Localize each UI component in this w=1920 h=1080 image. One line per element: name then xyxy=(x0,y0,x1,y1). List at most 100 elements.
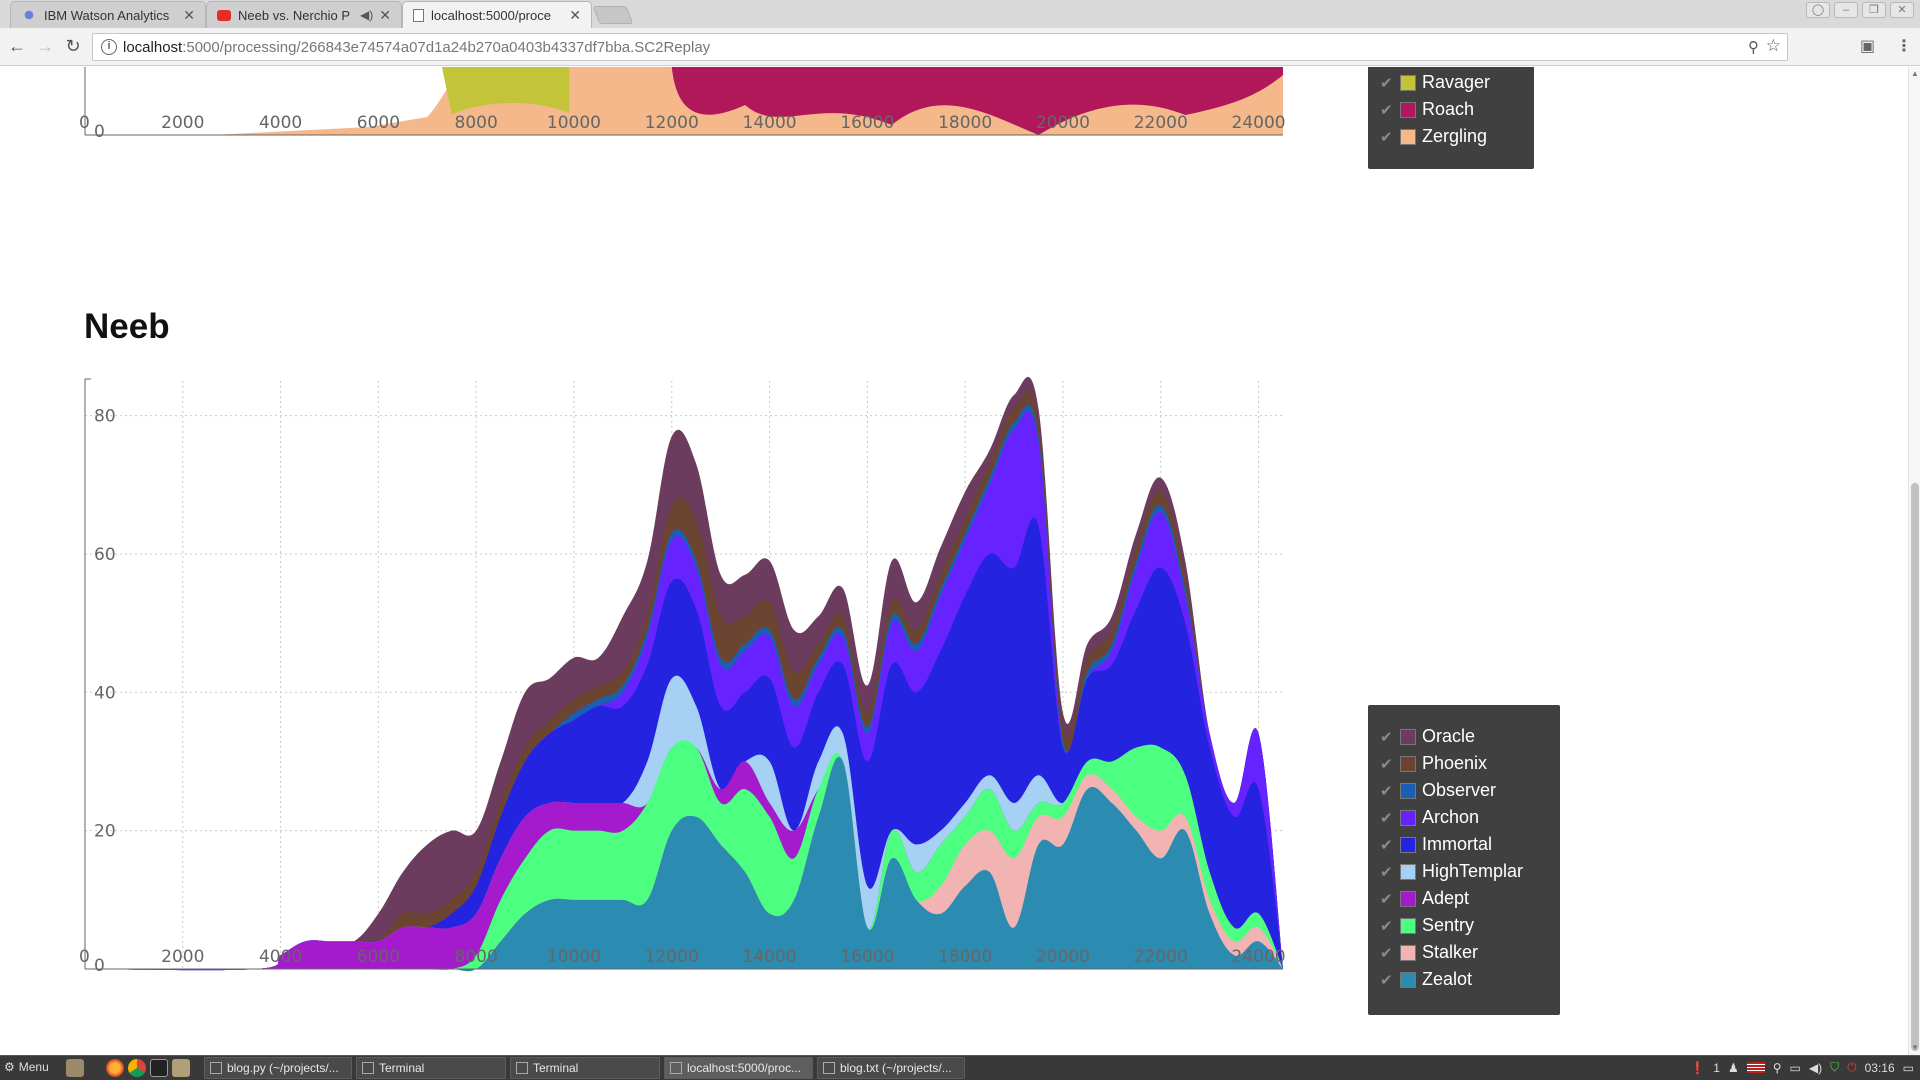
notification-icon[interactable]: ❗ xyxy=(1690,1060,1706,1075)
vertical-scrollbar[interactable]: ▲ ▼ xyxy=(1908,67,1920,1055)
address-bar[interactable]: i localhost:5000/processing/266843e74574… xyxy=(92,33,1788,61)
chrome-menu-icon[interactable]: ⋮ xyxy=(1896,38,1912,55)
x-tick-label: 20000 xyxy=(1036,113,1090,133)
check-icon: ✔ xyxy=(1380,836,1393,854)
close-icon[interactable]: ✕ xyxy=(569,6,581,23)
network-icon[interactable]: ⚲ xyxy=(1772,1060,1782,1075)
firefox-icon[interactable] xyxy=(106,1059,124,1077)
legend-item-zergling[interactable]: ✔ Zergling xyxy=(1380,123,1524,150)
profile-icon[interactable]: ◯ xyxy=(1806,2,1830,18)
check-icon: ✔ xyxy=(1380,101,1393,119)
user-icon[interactable]: ♟ xyxy=(1727,1060,1739,1075)
folder-icon[interactable] xyxy=(172,1059,190,1077)
x-tick-label: 12000 xyxy=(645,947,699,967)
legend-swatch xyxy=(1400,74,1416,91)
window-icon xyxy=(823,1062,835,1074)
task-label: Terminal xyxy=(533,1061,579,1075)
tab-localhost[interactable]: localhost:5000/proce ✕ xyxy=(402,1,592,28)
close-window-button[interactable]: ✕ xyxy=(1890,2,1914,18)
taskbar-task[interactable]: Terminal xyxy=(510,1057,660,1079)
legend-item-ravager[interactable]: ✔ Ravager xyxy=(1380,69,1524,96)
area-ravager[interactable] xyxy=(441,67,570,115)
task-label: Terminal xyxy=(379,1061,425,1075)
check-icon: ✔ xyxy=(1380,128,1393,146)
speaker-icon[interactable]: ◀) xyxy=(360,8,374,22)
tab-youtube[interactable]: Neeb vs. Nerchio P ◀) ✕ xyxy=(206,1,402,28)
legend-label: Ravager xyxy=(1422,72,1491,92)
x-tick-label: 4000 xyxy=(259,113,302,133)
x-tick-label: 12000 xyxy=(645,113,699,133)
new-tab-button[interactable] xyxy=(592,6,634,24)
y-tick-label: 60 xyxy=(94,545,116,565)
tab-ibm-watson[interactable]: IBM Watson Analytics ✕ xyxy=(10,1,206,28)
x-tick-label: 24000 xyxy=(1232,947,1286,967)
files-launcher-icon[interactable] xyxy=(66,1059,84,1077)
top-chart: 0 2000 4000 6000 8000 10000 12000 14000 16000 180… xyxy=(80,67,1286,142)
x-tick-label: 4000 xyxy=(259,947,302,967)
taskbar-task[interactable]: localhost:5000/proc... xyxy=(664,1057,813,1079)
show-desktop-icon[interactable]: ▭ xyxy=(1902,1060,1914,1075)
x-tick-label: 10000 xyxy=(547,113,601,133)
legend-label: Roach xyxy=(1422,99,1475,119)
terminal-launcher-icon[interactable] xyxy=(150,1059,168,1077)
zoom-icon[interactable]: ⚲ xyxy=(1748,39,1759,56)
extension-icon[interactable]: ▣ xyxy=(1860,38,1876,55)
clock: 03:16 xyxy=(1864,1060,1895,1075)
scroll-thumb[interactable] xyxy=(1911,483,1919,1051)
reload-icon[interactable]: ↻ xyxy=(65,36,81,56)
page-viewport[interactable]: 0 2000 4000 6000 8000 10000 12000 14000 16000 180… xyxy=(0,67,1920,1055)
x-tick-label: 6000 xyxy=(357,947,400,967)
taskbar-task[interactable]: Terminal xyxy=(356,1057,506,1079)
chrome-icon[interactable] xyxy=(128,1059,146,1077)
check-icon: ✔ xyxy=(1380,863,1393,881)
info-icon[interactable]: i xyxy=(101,39,117,55)
legend-item-hightemplar[interactable]: ✔ HighTemplar xyxy=(1380,858,1550,885)
minimize-button[interactable]: – xyxy=(1834,2,1858,18)
legend-item-immortal[interactable]: ✔ Immortal xyxy=(1380,831,1550,858)
window-icon xyxy=(362,1062,374,1074)
legend-item-stalker[interactable]: ✔ Stalker xyxy=(1380,939,1550,966)
shield-icon[interactable]: ⛉ xyxy=(1830,1060,1840,1074)
legend-item-phoenix[interactable]: ✔ Phoenix xyxy=(1380,750,1550,777)
back-icon[interactable]: ← xyxy=(8,36,26,56)
legend-item-oracle[interactable]: ✔ Oracle xyxy=(1380,723,1550,750)
legend-item-observer[interactable]: ✔ Observer xyxy=(1380,777,1550,804)
legend-item-roach[interactable]: ✔ Roach xyxy=(1380,96,1524,123)
legend-label: Phoenix xyxy=(1422,753,1488,773)
legend-item-archon[interactable]: ✔ Archon xyxy=(1380,804,1550,831)
legend-swatch xyxy=(1400,971,1416,988)
battery-icon[interactable]: ▭ xyxy=(1789,1060,1801,1075)
volume-icon[interactable]: ◀) xyxy=(1808,1060,1823,1075)
taskbar-task[interactable]: blog.py (~/projects/... xyxy=(204,1057,352,1079)
window-icon xyxy=(516,1062,528,1074)
taskbar-task[interactable]: blog.txt (~/projects/... xyxy=(817,1057,965,1079)
start-menu-button[interactable]: ⚙ Menu xyxy=(4,1060,49,1074)
legend-item-zealot[interactable]: ✔ Zealot xyxy=(1380,966,1550,993)
x-tick-label: 0 xyxy=(80,947,90,967)
close-icon[interactable]: ✕ xyxy=(183,6,195,23)
scroll-up-icon[interactable]: ▲ xyxy=(1911,69,1919,78)
x-tick-label: 16000 xyxy=(840,947,894,967)
legend-swatch xyxy=(1400,890,1416,907)
legend-item-sentry[interactable]: ✔ Sentry xyxy=(1380,912,1550,939)
scroll-down-icon[interactable]: ▼ xyxy=(1911,1043,1919,1052)
legend-swatch xyxy=(1400,128,1416,145)
youtube-icon xyxy=(217,9,231,21)
legend-label: Sentry xyxy=(1422,915,1475,935)
bookmark-star-icon[interactable]: ☆ xyxy=(1765,36,1781,55)
legend-swatch xyxy=(1400,917,1416,934)
legend-swatch xyxy=(1400,836,1416,853)
tab-title: IBM Watson Analytics xyxy=(44,7,170,23)
area-roach[interactable] xyxy=(569,67,1283,135)
us-flag-icon[interactable] xyxy=(1746,1062,1765,1073)
legend-item-adept[interactable]: ✔ Adept xyxy=(1380,885,1550,912)
x-tick-label: 20000 xyxy=(1036,947,1090,967)
window-controls: ◯ – ❐ ✕ xyxy=(1806,2,1914,18)
tab-bar: IBM Watson Analytics ✕ Neeb vs. Nerchio … xyxy=(0,0,1920,28)
forward-icon[interactable]: → xyxy=(36,36,54,56)
update-icon[interactable]: ⏻ xyxy=(1847,1060,1857,1074)
area-zealot[interactable] xyxy=(85,756,1283,972)
restore-button[interactable]: ❐ xyxy=(1862,2,1886,18)
close-icon[interactable]: ✕ xyxy=(379,6,391,23)
legend-label: Immortal xyxy=(1422,834,1493,854)
